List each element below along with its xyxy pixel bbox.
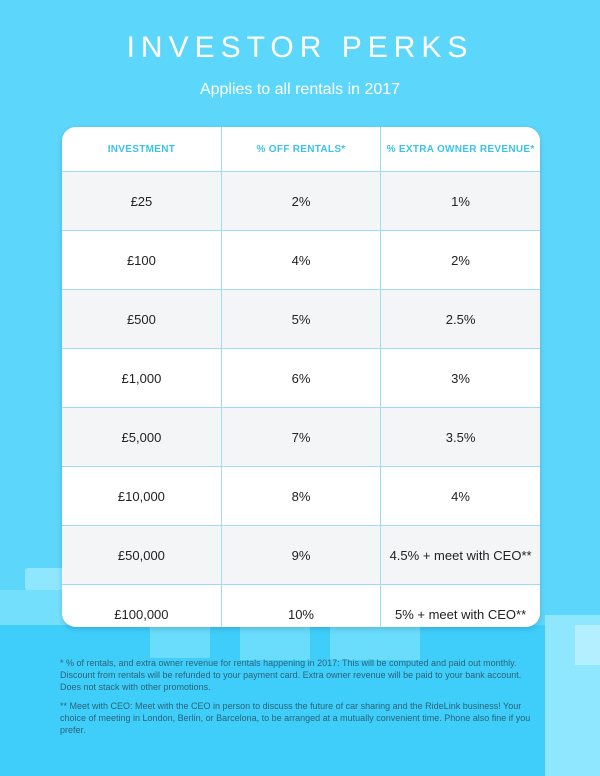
footnote-meet-ceo: ** Meet with CEO: Meet with the CEO in p… xyxy=(60,701,531,735)
investment-cell: £100,000 xyxy=(62,584,222,627)
off-rentals-cell: 5% xyxy=(220,289,381,349)
investment-cell: £500 xyxy=(62,289,222,349)
investment-cell: £25 xyxy=(62,171,222,231)
table-row: £50,000 9% 4.5% + meet with CEO** xyxy=(62,525,540,585)
table-row: £10,000 8% 4% xyxy=(62,466,540,526)
extra-revenue-cell: 3% xyxy=(380,348,540,408)
extra-revenue-cell: 2.5% xyxy=(380,289,540,349)
page-subtitle: Applies to all rentals in 2017 xyxy=(199,81,401,98)
investment-cell: £1,000 xyxy=(62,348,222,408)
extra-revenue-cell: 4% xyxy=(380,466,540,526)
investment-cell: £10,000 xyxy=(62,466,222,526)
off-rentals-cell: 4% xyxy=(220,230,381,290)
table-row: £5,000 7% 3.5% xyxy=(62,407,540,467)
skyline-building xyxy=(575,625,600,665)
table-header-row: INVESTMENT % OFF RENTALS* % EXTRA OWNER … xyxy=(62,127,540,172)
perks-table-card: INVESTMENT % OFF RENTALS* % EXTRA OWNER … xyxy=(62,127,540,627)
off-rentals-cell: 9% xyxy=(220,525,381,585)
extra-revenue-cell: 5% + meet with CEO** xyxy=(380,584,540,627)
perks-table: INVESTMENT % OFF RENTALS* % EXTRA OWNER … xyxy=(62,127,540,627)
extra-revenue-cell: 4.5% + meet with CEO** xyxy=(380,525,540,585)
off-rentals-cell: 6% xyxy=(220,348,381,408)
page-title: INVESTOR PERKS xyxy=(126,31,474,64)
extra-revenue-cell: 2% xyxy=(380,230,540,290)
investment-cell: £5,000 xyxy=(62,407,222,467)
extra-revenue-cell: 3.5% xyxy=(380,407,540,467)
column-header-investment: INVESTMENT xyxy=(62,127,222,172)
investment-cell: £50,000 xyxy=(62,525,222,585)
off-rentals-cell: 7% xyxy=(220,407,381,467)
footnote-rentals: * % of rentals, and extra owner revenue … xyxy=(60,658,522,692)
skyline-building xyxy=(25,568,71,590)
table-row: £100 4% 2% xyxy=(62,230,540,290)
footnotes: * % of rentals, and extra owner revenue … xyxy=(60,657,540,743)
investment-cell: £100 xyxy=(62,230,222,290)
off-rentals-cell: 8% xyxy=(220,466,381,526)
column-header-off-rentals: % OFF RENTALS* xyxy=(220,127,381,172)
off-rentals-cell: 10% xyxy=(220,584,381,627)
off-rentals-cell: 2% xyxy=(220,171,381,231)
table-row: £1,000 6% 3% xyxy=(62,348,540,408)
table-row: £100,000 10% 5% + meet with CEO** xyxy=(62,584,540,627)
table-row: £25 2% 1% xyxy=(62,171,540,231)
column-header-extra-revenue: % EXTRA OWNER REVENUE* xyxy=(380,127,540,172)
table-row: £500 5% 2.5% xyxy=(62,289,540,349)
extra-revenue-cell: 1% xyxy=(380,171,540,231)
